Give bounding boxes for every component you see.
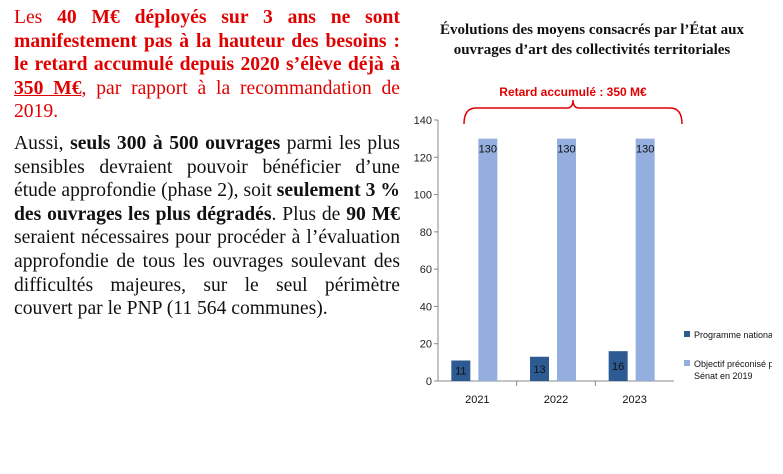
body-text-2: parmi les plus sensibles devraient pouvo… — [14, 132, 400, 202]
chart-title: Évolutions des moyens consacrés par l’Ét… — [440, 22, 744, 58]
bar-programme — [451, 360, 471, 381]
y-tick-label: 60 — [420, 264, 432, 276]
body-bold-1: seuls 300 à 500 ouvrages — [70, 132, 281, 154]
highlight-part2: , par rapport à la recommandation de 201… — [14, 77, 400, 123]
y-tick-label: 100 — [414, 190, 432, 202]
chart-canvas: 0 20 40 60 80 100 120 140 11 130 2021 13 130 2022 16 13… — [414, 85, 772, 406]
bar-objectif — [635, 138, 655, 381]
legend-swatch — [684, 331, 690, 337]
body-text-3: . Plus de — [271, 203, 347, 225]
legend-swatch — [684, 360, 690, 366]
legend-entry: Programme national ponts — [694, 330, 772, 340]
highlight-underlined-amount: 350 M€ — [14, 77, 82, 99]
y-tick-label: 80 — [420, 227, 432, 239]
bar-objectif — [557, 138, 576, 381]
body-paragraph: Aussi, seuls 300 à 500 ouvrages parmi le… — [14, 132, 400, 321]
text-column: Les 40 M€ déployés sur 3 ans ne sont man… — [14, 6, 400, 321]
bar-value-label: 16 — [612, 361, 624, 373]
y-tick-label: 120 — [414, 152, 432, 164]
y-tick-label: 20 — [420, 339, 432, 351]
y-tick-label: 0 — [426, 376, 432, 388]
bar-objectif — [478, 138, 498, 381]
bar-value-label: 11 — [455, 366, 466, 378]
highlight-part1: Les — [14, 7, 58, 28]
bar-value-label: 130 — [557, 144, 575, 156]
y-tick-label: 140 — [414, 115, 432, 127]
bar-programme — [608, 351, 628, 381]
highlight-bold: 40 M€ déployés sur 3 ans ne sont manifes… — [14, 7, 400, 76]
body-bold-3: 90 M€ — [346, 203, 400, 225]
body-text-4: seraient nécessaires pour procéder à l’é… — [14, 227, 400, 320]
legend-entry: Objectif préconisé par leSénat en 2019 — [694, 359, 772, 381]
x-tick-label: 2021 — [465, 394, 489, 406]
bar-value-label: 130 — [479, 144, 497, 156]
y-tick-label: 40 — [420, 301, 432, 313]
body-text-1: Aussi, — [14, 132, 71, 154]
body-bold-2: seulement 3 % des ouvrages les plus dégr… — [14, 180, 400, 225]
x-tick-label: 2022 — [544, 394, 568, 406]
bar-value-label: 130 — [636, 144, 654, 156]
x-tick-label: 2023 — [622, 394, 646, 406]
bar-value-label: 13 — [533, 364, 545, 376]
annotation-label: Retard accumulé : 350 M€ — [499, 85, 647, 99]
annotation-bracket — [463, 99, 683, 125]
highlight-paragraph: Les 40 M€ déployés sur 3 ans ne sont man… — [14, 6, 400, 124]
bar-programme — [530, 356, 549, 381]
bar-chart: Évolutions des moyens consacrés par l’Ét… — [412, 20, 772, 460]
